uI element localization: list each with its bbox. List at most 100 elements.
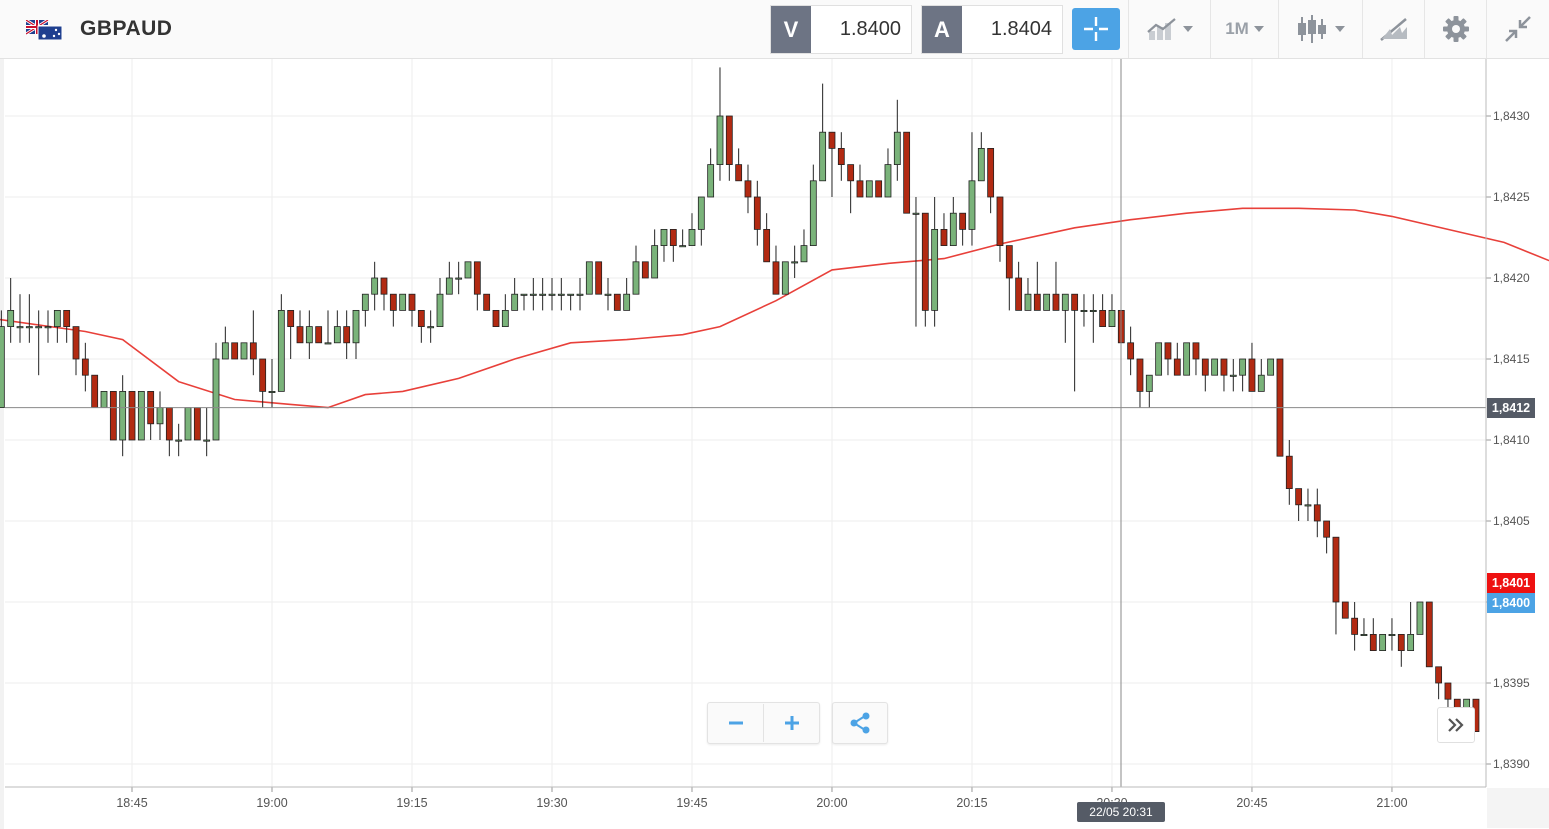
price-chart[interactable]: 1,8390 1,8395 1,8400 1,8405 1,8410 1,8415 1,84…	[0, 59, 1549, 829]
candle	[417, 309, 425, 343]
candle-body	[427, 326, 435, 329]
candle-body	[44, 326, 52, 329]
share-button[interactable]	[832, 702, 888, 744]
candle	[333, 310, 341, 344]
candle-body	[380, 277, 388, 295]
y-tick-label: 1,8410	[1493, 433, 1530, 447]
candle-body	[371, 277, 379, 295]
x-tick-label: 20:00	[816, 796, 847, 810]
candle-body	[567, 293, 575, 296]
uk-flag-icon	[26, 20, 49, 36]
candle-body	[1080, 309, 1088, 312]
candle	[1024, 278, 1032, 311]
candle-body	[800, 245, 808, 263]
candle	[324, 310, 332, 345]
candle	[949, 197, 957, 246]
candle	[763, 213, 771, 263]
candle	[436, 278, 444, 327]
candle-body	[697, 196, 705, 230]
candle-body	[436, 293, 444, 327]
zoom-in-button[interactable]	[764, 704, 819, 742]
candle	[632, 245, 640, 295]
collapse-button[interactable]	[1486, 0, 1549, 58]
candle-body	[1043, 293, 1051, 311]
australia-flag-icon	[37, 25, 63, 40]
candle	[203, 407, 211, 457]
chevron-down-icon	[1335, 26, 1345, 32]
draw-tool-icon	[1379, 18, 1407, 41]
candle-body	[1127, 342, 1135, 360]
candle-body	[576, 293, 584, 296]
candle	[1360, 618, 1368, 637]
candle-body	[809, 180, 817, 247]
candle	[1136, 358, 1144, 408]
candle-body	[987, 148, 995, 198]
candle	[623, 278, 631, 311]
candle	[1127, 326, 1135, 376]
candle	[651, 229, 659, 279]
candle	[35, 310, 43, 376]
sell-badge: V	[771, 6, 811, 53]
candle	[1099, 294, 1107, 327]
candle-body	[781, 261, 789, 295]
candle	[399, 293, 407, 311]
candle	[837, 132, 845, 181]
candle-body	[1248, 358, 1256, 392]
candle	[464, 261, 472, 279]
candle	[1351, 602, 1359, 651]
candle	[343, 310, 351, 359]
chart-type-button[interactable]	[1128, 0, 1210, 58]
candle-body	[529, 293, 537, 296]
candle-body	[100, 390, 108, 408]
candle	[893, 99, 901, 181]
buy-quote-button[interactable]: A 1.8404	[921, 5, 1063, 54]
candle	[688, 213, 696, 246]
candle-body	[399, 293, 407, 311]
candle	[1015, 261, 1023, 311]
candle	[604, 278, 612, 311]
candle-body	[1192, 342, 1200, 360]
candle-body	[613, 293, 621, 311]
draw-tools-button[interactable]	[1362, 0, 1424, 58]
candle-body	[856, 180, 864, 198]
candle-body	[1379, 634, 1387, 652]
candle	[1211, 358, 1219, 376]
candle	[0, 310, 5, 409]
y-tick-label: 1,8405	[1493, 514, 1530, 528]
candle	[1369, 618, 1377, 652]
scroll-to-end-button[interactable]	[1437, 707, 1475, 743]
candle-body	[1425, 601, 1433, 668]
candle-body	[16, 326, 24, 329]
candle-body	[184, 407, 192, 441]
candle-body	[501, 309, 509, 327]
candle	[100, 390, 108, 408]
sell-quote-button[interactable]: V 1.8400	[770, 5, 912, 54]
candle	[1108, 294, 1116, 327]
candle	[529, 278, 537, 311]
candle	[277, 294, 285, 392]
candle	[735, 148, 743, 182]
candle-body	[679, 245, 687, 248]
candle-body	[893, 131, 901, 165]
candle	[959, 212, 967, 246]
candle-body	[1341, 601, 1349, 619]
candle-body	[511, 293, 519, 311]
zoom-out-button[interactable]	[708, 704, 764, 742]
candle	[268, 359, 276, 408]
candle-style-button[interactable]	[1278, 0, 1362, 58]
candle-body	[165, 407, 173, 441]
candle	[800, 229, 808, 263]
candle	[296, 310, 304, 344]
candle	[819, 83, 827, 182]
settings-button[interactable]	[1424, 0, 1486, 58]
candle	[193, 407, 201, 441]
timeframe-button[interactable]: 1M	[1210, 0, 1278, 58]
candle-body	[1285, 455, 1293, 490]
candle	[1332, 536, 1340, 635]
candle	[1323, 520, 1331, 554]
candle	[128, 390, 136, 441]
timeframe-label: 1M	[1225, 19, 1249, 38]
crosshair-button[interactable]	[1072, 8, 1120, 50]
candle-body	[72, 326, 80, 360]
candle	[1145, 374, 1153, 408]
